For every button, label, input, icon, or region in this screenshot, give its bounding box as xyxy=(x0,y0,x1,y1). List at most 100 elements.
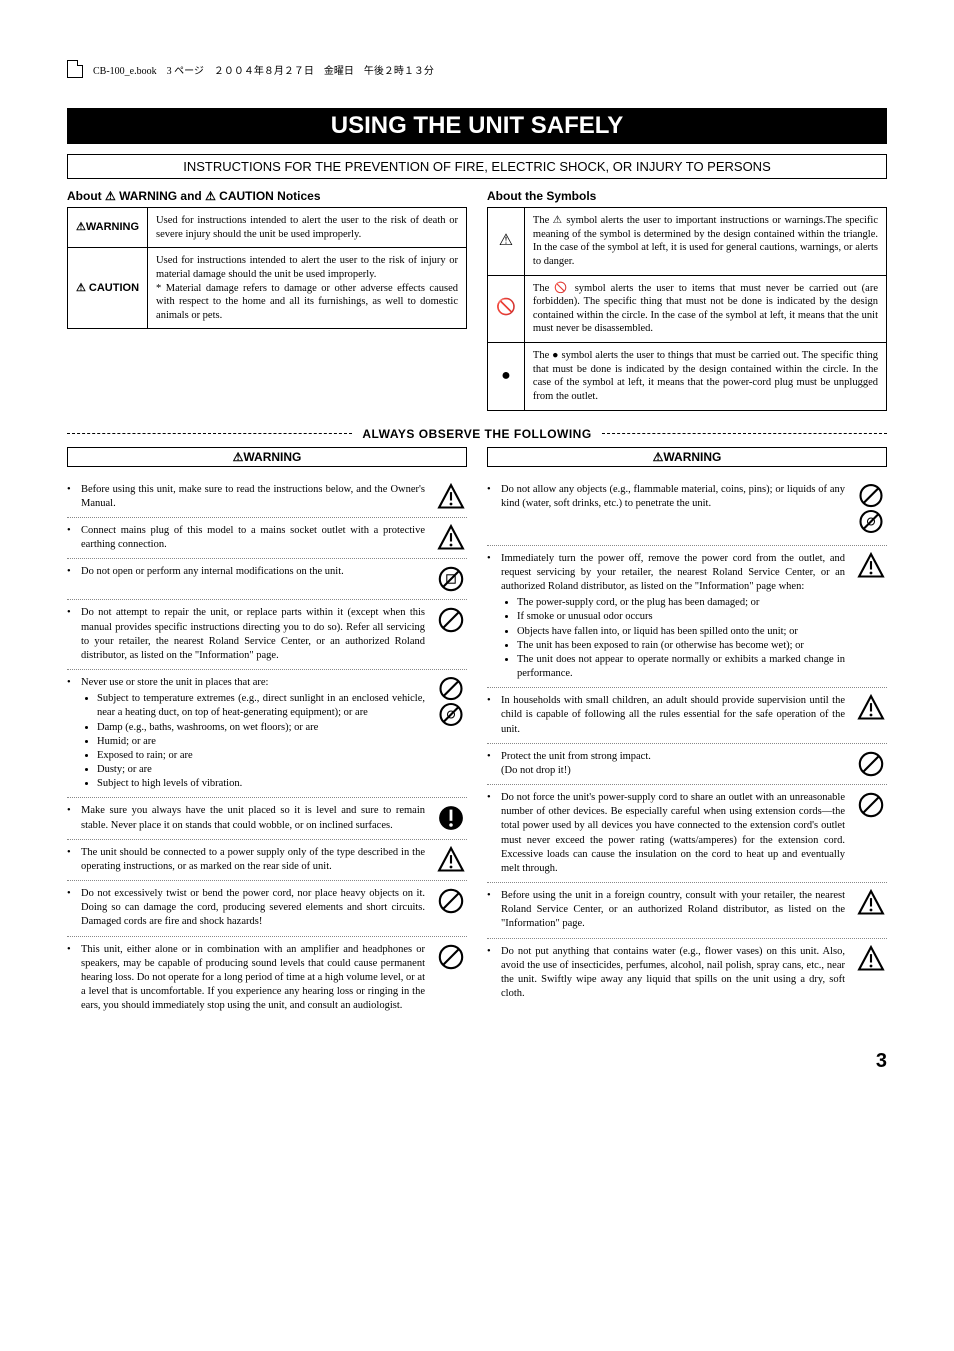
right-warning-list: •Do not allow any objects (e.g., flammab… xyxy=(487,477,887,1008)
warning-item: •Before using this unit, make sure to re… xyxy=(67,477,467,518)
item-text: Connect mains plug of this model to a ma… xyxy=(81,524,425,552)
notice-row: ⚠WARNINGUsed for instructions intended t… xyxy=(68,208,467,248)
bullet: • xyxy=(67,676,75,791)
pictogram-icon xyxy=(435,887,467,930)
warning-item: •In households with small children, an a… xyxy=(487,688,887,744)
item-text: Do not attempt to repair the unit, or re… xyxy=(81,606,425,663)
instruction-bar: INSTRUCTIONS FOR THE PREVENTION OF FIRE,… xyxy=(67,154,887,179)
item-text: In households with small children, an ad… xyxy=(501,694,845,737)
warning-heading-left: ⚠WARNING xyxy=(67,447,467,467)
sub-item: The power-supply cord, or the plug has b… xyxy=(517,596,845,610)
bullet: • xyxy=(67,524,75,552)
notice-label: ⚠WARNING xyxy=(68,208,148,248)
tri-excl-icon xyxy=(437,846,465,874)
bullet: • xyxy=(67,483,75,511)
pictogram-icon xyxy=(435,565,467,593)
symbol-icon: ⚠ xyxy=(488,208,525,276)
item-text: Do not allow any objects (e.g., flammabl… xyxy=(501,483,845,539)
prohibit-icon xyxy=(437,887,465,915)
frame-header: CB-100_e.book 3 ページ ２００４年８月２７日 金曜日 午後２時１… xyxy=(67,60,887,78)
item-body: •Never use or store the unit in places t… xyxy=(67,676,425,791)
warning-item: •Do not excessively twist or bend the po… xyxy=(67,881,467,937)
warning-item: •The unit should be connected to a power… xyxy=(67,840,467,881)
item-text: This unit, either alone or in combinatio… xyxy=(81,943,425,1014)
item-body: •Do not force the unit's power-supply co… xyxy=(487,791,845,876)
notice-row: ⚠ CAUTIONUsed for instructions intended … xyxy=(68,248,467,329)
notice-text: Used for instructions intended to alert … xyxy=(148,208,467,248)
item-text: Do not excessively twist or bend the pow… xyxy=(81,887,425,930)
warning-item: •Never use or store the unit in places t… xyxy=(67,670,467,798)
left-column: ⚠WARNING •Before using this unit, make s… xyxy=(67,447,467,1020)
item-body: •The unit should be connected to a power… xyxy=(67,846,425,874)
symbol-icon: 🚫 xyxy=(488,275,525,343)
prohibit-icon xyxy=(857,750,885,778)
tri-excl-icon xyxy=(857,889,885,917)
symbol-text: The 🚫 symbol alerts the user to items th… xyxy=(524,275,886,343)
bullet: • xyxy=(487,750,495,778)
item-body: •This unit, either alone or in combinati… xyxy=(67,943,425,1014)
bullet: • xyxy=(487,945,495,1002)
always-observe-text: ALWAYS OBSERVE THE FOLLOWING xyxy=(362,427,591,441)
item-body: •Do not attempt to repair the unit, or r… xyxy=(67,606,425,663)
symbol-text: The ⚠ symbol alerts the user to importan… xyxy=(524,208,886,276)
sub-item: Exposed to rain; or are xyxy=(97,749,425,763)
divider-left xyxy=(67,433,352,434)
circle-excl-icon xyxy=(437,804,465,832)
bullet: • xyxy=(67,846,75,874)
bullet: • xyxy=(487,889,495,932)
sub-list: The power-supply cord, or the plug has b… xyxy=(517,596,845,681)
pictogram-icon xyxy=(435,804,467,832)
item-text: Do not open or perform any internal modi… xyxy=(81,565,425,593)
item-text: Make sure you always have the unit place… xyxy=(81,804,425,832)
symbol-text: The ● symbol alerts the user to things t… xyxy=(524,343,886,411)
pictogram-icon xyxy=(855,694,887,737)
item-text: Protect the unit from strong impact.(Do … xyxy=(501,750,845,778)
bullet: • xyxy=(487,694,495,737)
warning-item: •Do not allow any objects (e.g., flammab… xyxy=(487,477,887,546)
about-symbols-heading: About the Symbols xyxy=(487,189,887,203)
sub-item: Dusty; or are xyxy=(97,763,425,777)
right-column: ⚠WARNING •Do not allow any objects (e.g.… xyxy=(487,447,887,1020)
prohibit-icon xyxy=(437,606,465,634)
warning-item: •Protect the unit from strong impact.(Do… xyxy=(487,744,887,785)
item-text: Do not put anything that contains water … xyxy=(501,945,845,1002)
sub-list: Subject to temperature extremes (e.g., d… xyxy=(97,692,425,791)
pictogram-icon xyxy=(855,483,887,539)
bullet: • xyxy=(67,606,75,663)
notice-text: Used for instructions intended to alert … xyxy=(148,248,467,329)
warning-item: •Do not open or perform any internal mod… xyxy=(67,559,467,600)
symbol-row: ⚠The ⚠ symbol alerts the user to importa… xyxy=(488,208,887,276)
warning-item: •Connect mains plug of this model to a m… xyxy=(67,518,467,559)
warning-heading-right: ⚠WARNING xyxy=(487,447,887,467)
warning-item: •Do not force the unit's power-supply co… xyxy=(487,785,887,883)
item-body: •Before using the unit in a foreign coun… xyxy=(487,889,845,932)
pictogram-icon xyxy=(435,524,467,552)
pictogram-icon xyxy=(855,945,887,1002)
bullet: • xyxy=(487,791,495,876)
sub-item: Subject to temperature extremes (e.g., d… xyxy=(97,692,425,720)
item-body: •Make sure you always have the unit plac… xyxy=(67,804,425,832)
always-observe-divider: ALWAYS OBSERVE THE FOLLOWING xyxy=(67,427,887,441)
bullet: • xyxy=(487,483,495,539)
sub-item: The unit has been exposed to rain (or ot… xyxy=(517,639,845,653)
pictogram-icon xyxy=(855,889,887,932)
item-body: •Do not open or perform any internal mod… xyxy=(67,565,425,593)
item-text: Immediately turn the power off, remove t… xyxy=(501,552,845,682)
divider-right xyxy=(602,433,887,434)
notices-table: ⚠WARNINGUsed for instructions intended t… xyxy=(67,207,467,329)
pictogram-icon xyxy=(855,791,887,876)
item-body: •Before using this unit, make sure to re… xyxy=(67,483,425,511)
prohibit-disassemble-icon xyxy=(437,565,465,593)
warning-item: •Do not put anything that contains water… xyxy=(487,939,887,1008)
prohibit-icon xyxy=(857,791,885,819)
pictogram-icon xyxy=(435,606,467,663)
symbols-column: About the Symbols ⚠The ⚠ symbol alerts t… xyxy=(487,189,887,411)
item-body: •Do not allow any objects (e.g., flammab… xyxy=(487,483,845,539)
about-notices-heading: About ⚠ WARNING and ⚠ CAUTION Notices xyxy=(67,189,467,203)
item-text: Before using this unit, make sure to rea… xyxy=(81,483,425,511)
tri-excl-icon xyxy=(857,945,885,973)
warning-item: •Make sure you always have the unit plac… xyxy=(67,798,467,839)
tri-excl-icon xyxy=(857,552,885,580)
item-text: Never use or store the unit in places th… xyxy=(81,676,425,791)
symbol-row: ●The ● symbol alerts the user to things … xyxy=(488,343,887,411)
